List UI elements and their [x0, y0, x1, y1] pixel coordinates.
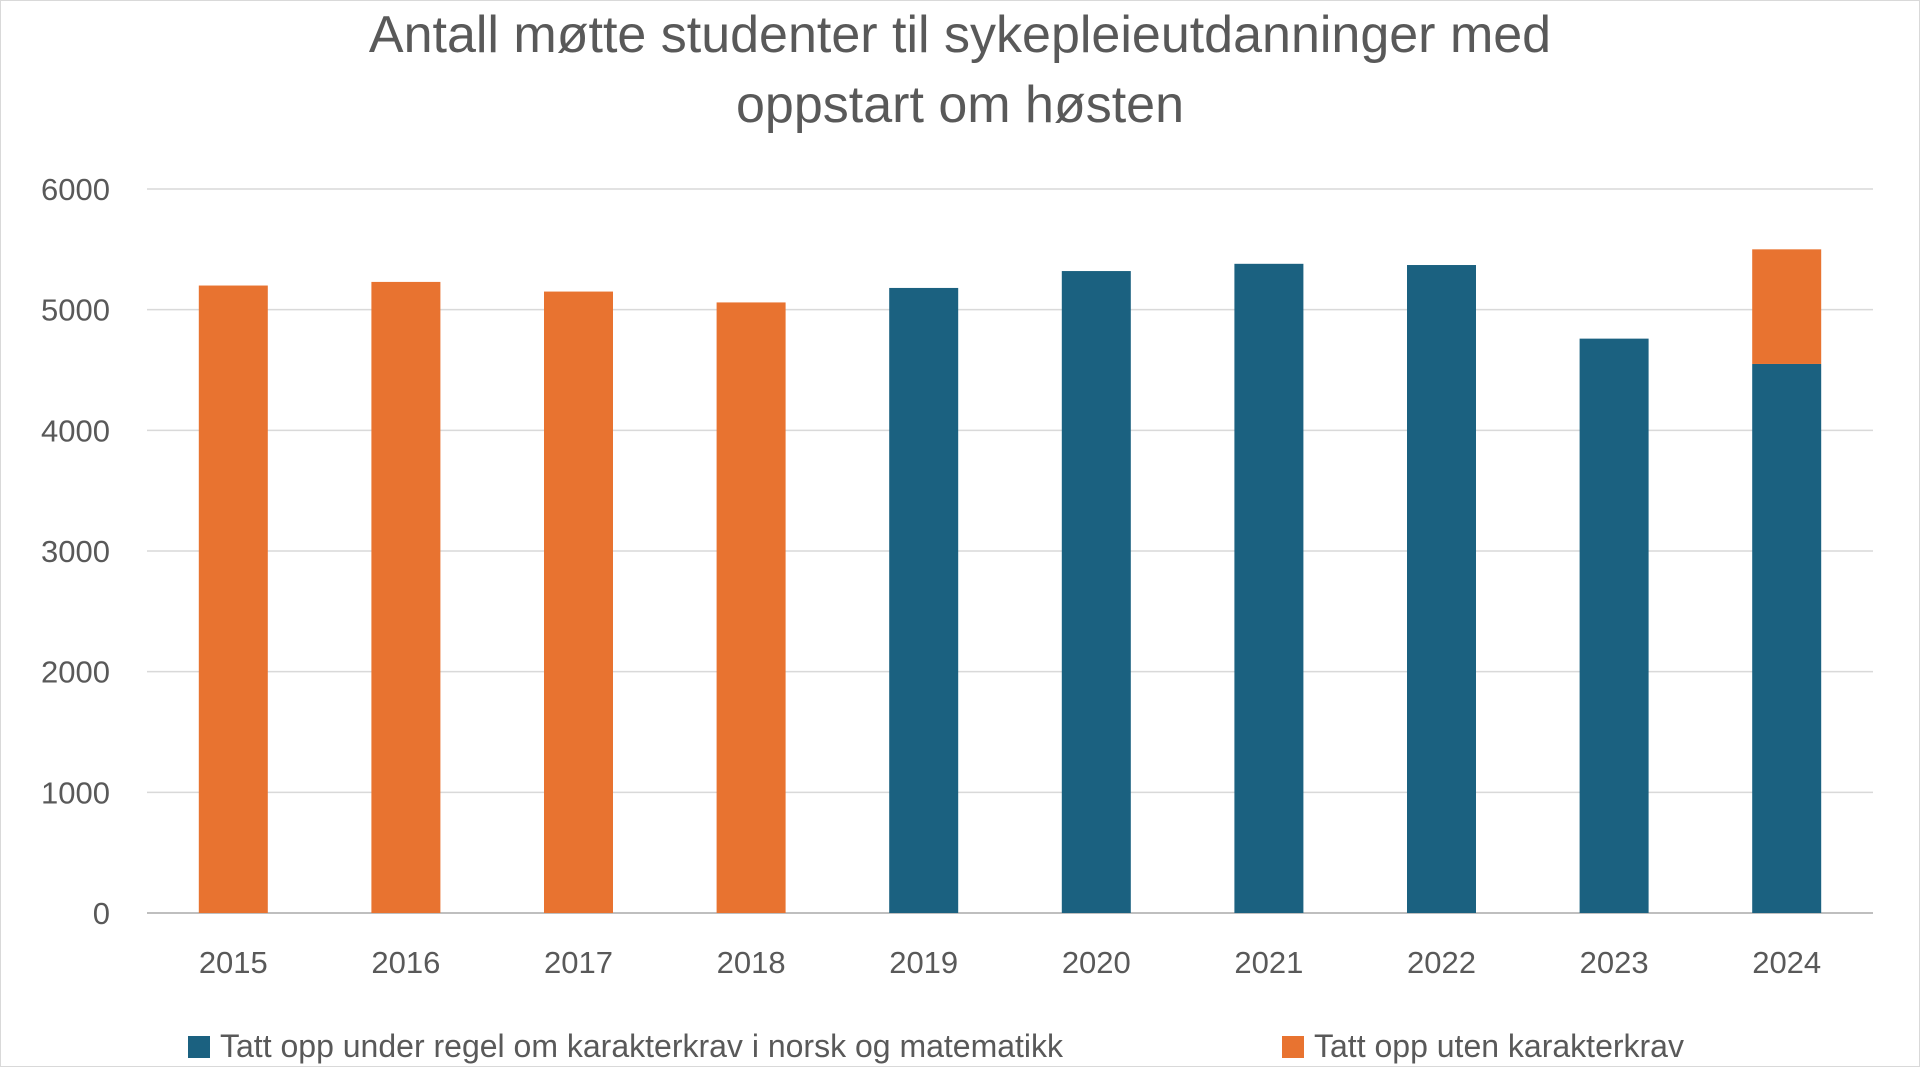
legend: Tatt opp under regel om karakterkrav i n… — [0, 1022, 1920, 1067]
x-tick-label-2017: 2017 — [544, 945, 613, 980]
y-tick-label-6000: 6000 — [41, 172, 110, 207]
chart-title-line-1: Antall møtte studenter til sykepleieutda… — [368, 6, 1552, 64]
bar-2015-series-2 — [198, 285, 268, 913]
x-tick-label-2022: 2022 — [1407, 945, 1476, 980]
legend-item-uten-karakterkrav: Tatt opp uten karakterkrav — [1282, 1028, 1684, 1065]
bar-2018-series-2 — [716, 302, 786, 914]
x-tick-label-2016: 2016 — [371, 945, 440, 980]
x-tick-label-2024: 2024 — [1752, 945, 1821, 980]
x-tick-label-2018: 2018 — [717, 945, 786, 980]
bar-2024-series-2 — [1752, 249, 1822, 364]
bar-2023-series-1 — [1579, 338, 1649, 913]
bar-2022-series-1 — [1407, 265, 1476, 913]
y-tick-label-0: 0 — [93, 896, 110, 931]
legend-swatch-karakterkrav — [188, 1035, 210, 1058]
y-tick-label-5000: 5000 — [41, 293, 110, 328]
legend-label-uten-karakterkrav: Tatt opp uten karakterkrav — [1314, 1028, 1684, 1064]
legend-label-karakterkrav: Tatt opp under regel om karakterkrav i n… — [220, 1028, 1064, 1064]
bar-2020-series-1 — [1061, 271, 1131, 913]
bars — [198, 249, 1822, 914]
bar-2024-series-1 — [1752, 363, 1822, 913]
x-tick-label-2015: 2015 — [199, 945, 268, 980]
x-tick-label-2019: 2019 — [889, 945, 958, 980]
x-tick-label-2021: 2021 — [1234, 945, 1303, 980]
bar-2016-series-2 — [371, 281, 441, 913]
legend-item-karakterkrav: Tatt opp under regel om karakterkrav i n… — [188, 1028, 1063, 1065]
chart-title: Antall møtte studenter til sykepleieutda… — [0, 0, 1920, 140]
x-axis-tick-labels: 2015 2016 2017 2018 2019 2020 2021 2022 2023 2024 — [199, 945, 1821, 980]
y-tick-label-1000: 1000 — [41, 775, 110, 810]
chart-title-line-2: oppstart om høsten — [736, 76, 1184, 134]
legend-swatch-uten-karakterkrav — [1282, 1035, 1304, 1058]
bar-2021-series-1 — [1234, 263, 1304, 913]
x-tick-label-2023: 2023 — [1580, 945, 1649, 980]
bar-2019-series-1 — [889, 287, 959, 913]
x-tick-label-2020: 2020 — [1062, 945, 1131, 980]
bar-2017-series-2 — [544, 291, 613, 914]
y-axis-tick-labels: 0 1000 2000 3000 4000 5000 6000 — [41, 172, 110, 931]
y-tick-label-4000: 4000 — [41, 413, 110, 448]
y-tick-label-2000: 2000 — [41, 655, 110, 690]
y-tick-label-3000: 3000 — [41, 534, 110, 569]
